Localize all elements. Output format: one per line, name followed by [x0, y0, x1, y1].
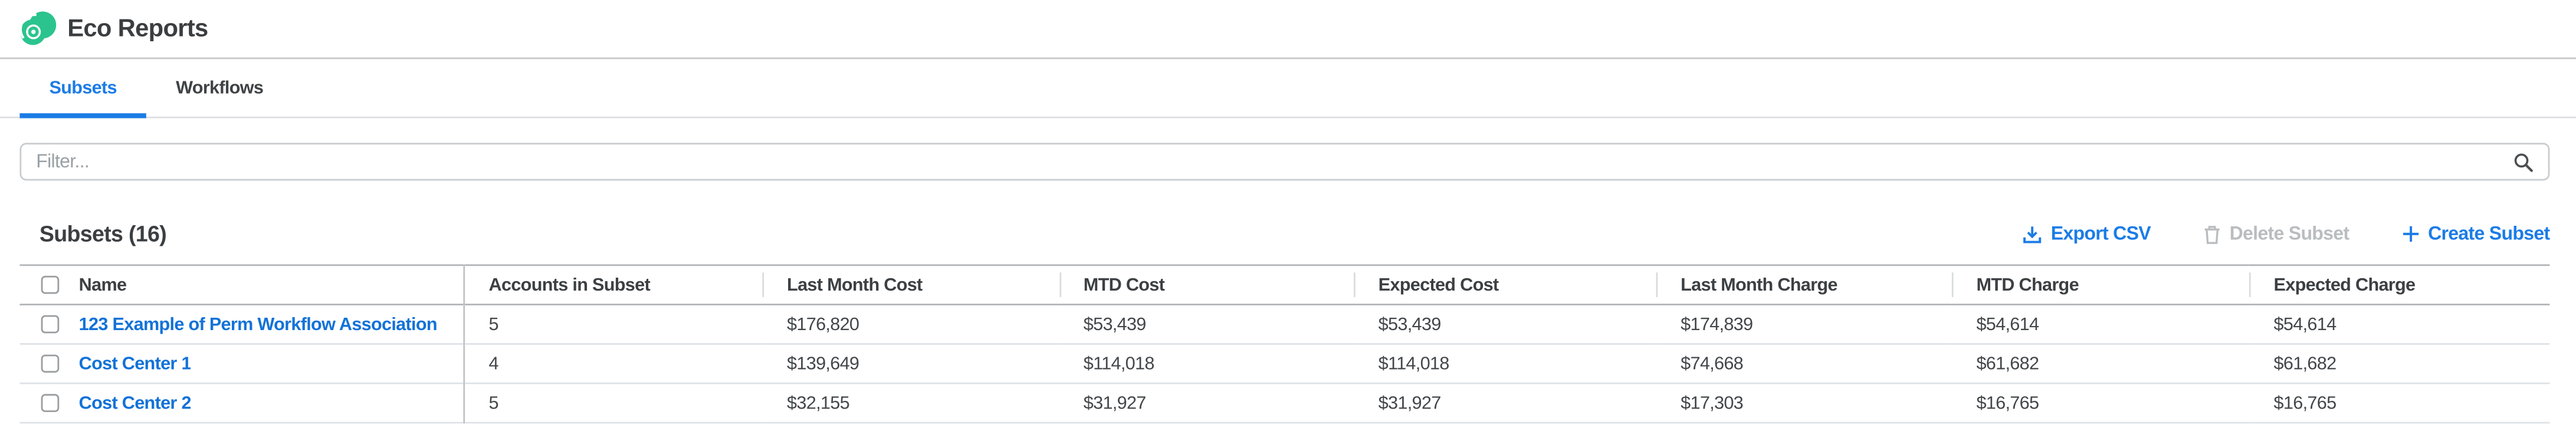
subsets-count-heading: Subsets (16) [39, 221, 167, 246]
last-month-cost-cell: $176,820 [787, 314, 859, 334]
accounts-cell: 5 [488, 314, 499, 334]
last-month-charge-cell: $174,839 [1681, 314, 1753, 334]
mtd-cost-cell: $114,018 [1083, 354, 1155, 374]
delete-subset-label: Delete Subset [2229, 224, 2349, 244]
subset-name-link[interactable]: Cost Center 2 [78, 393, 191, 413]
table-row: Cost Center 1 4 $139,649 $114,018 $114,0… [19, 344, 2550, 384]
create-subset-label: Create Subset [2428, 224, 2550, 244]
export-csv-label: Export CSV [2050, 224, 2151, 244]
column-header-name: Name [19, 265, 464, 305]
delete-subset-button[interactable]: Delete Subset [2203, 224, 2349, 244]
search-icon [2514, 153, 2533, 172]
page-title: Eco Reports [67, 15, 208, 43]
expected-cost-cell: $31,927 [1378, 393, 1442, 413]
section-header: Subsets (16) Export CSV Delete Subset [0, 215, 2576, 253]
expected-charge-cell: $61,682 [2273, 354, 2337, 374]
tab-bar: Subsets Workflows [0, 59, 2576, 118]
column-header-expected-cost: Expected Cost [1353, 265, 1656, 305]
subset-name-link[interactable]: 123 Example of Perm Workflow Association [78, 314, 437, 334]
app-header: Eco Reports [0, 0, 2576, 60]
row-checkbox[interactable] [41, 354, 60, 373]
last-month-charge-cell: $17,303 [1681, 393, 1744, 413]
accounts-cell: 5 [488, 393, 499, 413]
table-row: 123 Example of Perm Workflow Association… [19, 304, 2550, 344]
mtd-cost-cell: $31,927 [1083, 393, 1147, 413]
export-csv-button[interactable]: Export CSV [2023, 224, 2151, 244]
row-checkbox[interactable] [41, 394, 60, 413]
table-actions: Export CSV Delete Subset Create Subset [2023, 224, 2550, 244]
table-row: Cost Center 2 5 $32,155 $31,927 $31,927 … [19, 383, 2550, 423]
expected-charge-cell: $16,765 [2273, 393, 2337, 413]
select-all-checkbox[interactable] [41, 275, 60, 294]
column-header-mtd-charge: MTD Charge [1951, 265, 2249, 305]
subset-name-link[interactable]: Cost Center 1 [78, 354, 191, 374]
name-column-label: Name [78, 275, 127, 295]
expected-charge-cell: $54,614 [2273, 314, 2337, 334]
last-month-cost-cell: $139,649 [787, 354, 859, 374]
last-month-cost-cell: $32,155 [787, 393, 850, 413]
expected-cost-cell: $53,439 [1378, 314, 1442, 334]
column-header-expected-charge: Expected Charge [2249, 265, 2550, 305]
tab-subsets-label: Subsets [49, 78, 117, 98]
tab-workflows[interactable]: Workflows [146, 59, 293, 116]
column-header-mtd-cost: MTD Cost [1058, 265, 1354, 305]
filter-input[interactable] [19, 143, 2550, 181]
trash-icon [2204, 225, 2220, 243]
eco-swirl-logo-icon [19, 11, 57, 45]
accounts-cell: 4 [488, 354, 499, 374]
mtd-charge-cell: $61,682 [1976, 354, 2039, 374]
row-checkbox[interactable] [41, 315, 60, 334]
column-header-accounts: Accounts in Subset [488, 275, 651, 295]
last-month-charge-cell: $74,668 [1681, 354, 1744, 374]
download-icon [2024, 225, 2042, 243]
plus-icon [2403, 226, 2419, 242]
expected-cost-cell: $114,018 [1378, 354, 1450, 374]
column-header-last-month-cost: Last Month Cost [762, 265, 1059, 305]
mtd-charge-cell: $16,765 [1976, 393, 2039, 413]
tab-subsets[interactable]: Subsets [19, 59, 147, 118]
filter-bar [19, 143, 2550, 181]
subsets-table: Name Accounts in Subset Last Month Cost … [19, 264, 2550, 423]
table-header-row: Name Accounts in Subset Last Month Cost … [19, 265, 2550, 305]
mtd-charge-cell: $54,614 [1976, 314, 2039, 334]
column-header-last-month-charge: Last Month Charge [1656, 265, 1951, 305]
tab-workflows-label: Workflows [176, 78, 264, 98]
mtd-cost-cell: $53,439 [1083, 314, 1147, 334]
create-subset-button[interactable]: Create Subset [2402, 224, 2550, 244]
